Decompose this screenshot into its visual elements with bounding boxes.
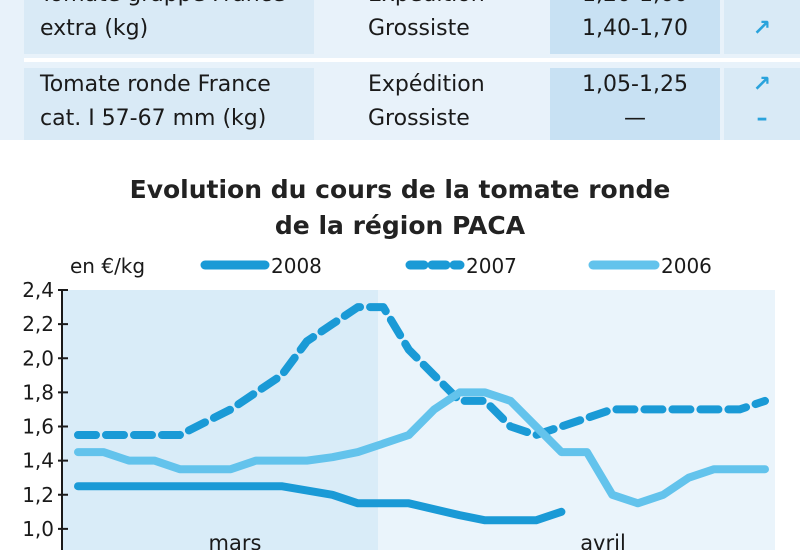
price-line: 1,40-1,70 — [582, 16, 688, 41]
legend-label-2006: 2006 — [661, 254, 712, 278]
series-line-2006 — [74, 388, 769, 508]
y-tick-label: 2,2 — [22, 312, 54, 336]
chart-title-line: Evolution du cours de la tomate ronde — [129, 175, 671, 204]
table-row: Tomate grappe France extra (kg) Expéditi… — [24, 0, 800, 58]
y-tick-label: 2,0 — [22, 346, 54, 370]
market-line: Grossiste — [368, 16, 470, 41]
series-line-2007 — [74, 303, 769, 439]
product-cell: Tomate ronde France cat. I 57-67 mm (kg) — [24, 68, 314, 144]
trend-cell: ↗ – — [724, 68, 800, 144]
price-line: 1,20-1,60 — [550, 0, 720, 12]
arrow-up-right-icon: ↗ — [724, 0, 800, 12]
y-tick-label: 1,2 — [22, 483, 54, 507]
series-line-2008 — [74, 482, 566, 525]
arrow-up-right-icon: ↗ — [752, 16, 772, 41]
market-line: Expédition — [368, 0, 502, 12]
product-line: Tomate ronde France — [40, 72, 271, 97]
product-line: extra (kg) — [40, 16, 149, 41]
market-cell: Expédition Grossiste — [320, 68, 550, 144]
period-label: avril — [580, 531, 626, 550]
price-table-panel: Tomate grappe France extra (kg) Expéditi… — [0, 0, 800, 144]
y-tick-label: 2,4 — [22, 278, 54, 302]
legend-label-2008: 2008 — [271, 254, 322, 278]
y-tick-label: 1,4 — [22, 449, 54, 473]
table-row: Tomate ronde France cat. I 57-67 mm (kg)… — [24, 68, 800, 148]
product-line: Tomate grappe France — [40, 0, 298, 12]
price-cell: 1,05-1,25 — — [550, 68, 720, 144]
product-cell: Tomate grappe France extra (kg) — [24, 0, 314, 54]
price-line: 1,05-1,25 — [582, 72, 688, 97]
dash-icon: – — [756, 106, 768, 131]
y-tick-label: 1,6 — [22, 415, 54, 439]
row-divider — [24, 58, 800, 62]
y-tick-label: 1,8 — [22, 380, 54, 404]
market-line: Expédition — [368, 72, 485, 97]
trend-cell: ↗ ↗ — [724, 0, 800, 54]
y-tick-label: 1,0 — [22, 517, 54, 541]
price-line: — — [624, 106, 646, 131]
product-line: cat. I 57-67 mm (kg) — [40, 106, 267, 131]
period-label: mars — [209, 531, 262, 550]
legend-label-2007: 2007 — [466, 254, 517, 278]
market-cell: Expédition Grossiste — [320, 0, 550, 54]
chart-title-line: de la région PACA — [274, 211, 526, 240]
arrow-up-right-icon: ↗ — [752, 72, 772, 97]
line-chart: 2,42,22,01,81,61,41,21,00,8en €/kg200820… — [22, 254, 775, 550]
market-line: Grossiste — [368, 106, 470, 131]
price-cell: 1,20-1,60 1,40-1,70 — [550, 0, 720, 54]
y-axis-label: en €/kg — [70, 254, 145, 278]
